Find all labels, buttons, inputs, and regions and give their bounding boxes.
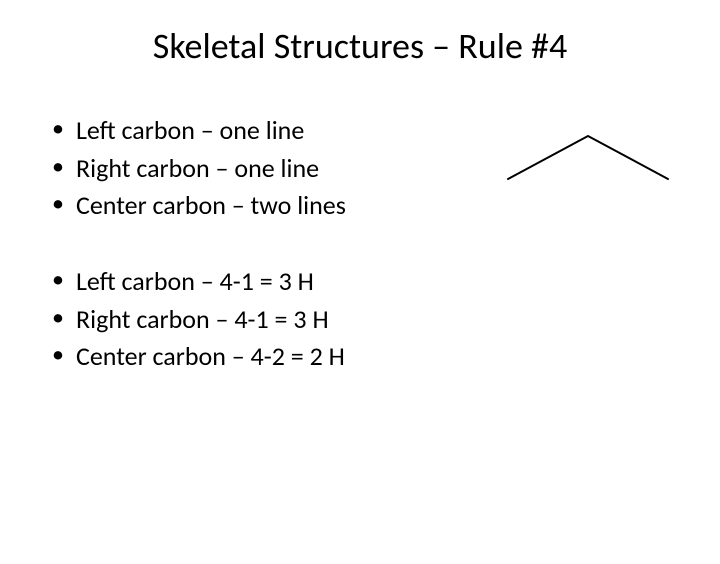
- content-area: Left carbon – one line Right carbon – on…: [0, 112, 720, 376]
- bullet-item: Right carbon – one line: [48, 150, 720, 188]
- group-spacer: [48, 225, 720, 263]
- bullet-item: Center carbon – two lines: [48, 187, 720, 225]
- bullet-group-2: Left carbon – 4-1 = 3 H Right carbon – 4…: [48, 263, 720, 376]
- bullet-item: Left carbon – one line: [48, 112, 720, 150]
- bullet-item: Center carbon – 4-2 = 2 H: [48, 338, 720, 376]
- bullet-item: Right carbon – 4-1 = 3 H: [48, 301, 720, 339]
- page-title: Skeletal Structures – Rule #4: [0, 24, 720, 68]
- bullet-group-1: Left carbon – one line Right carbon – on…: [48, 112, 720, 225]
- bullet-item: Left carbon – 4-1 = 3 H: [48, 263, 720, 301]
